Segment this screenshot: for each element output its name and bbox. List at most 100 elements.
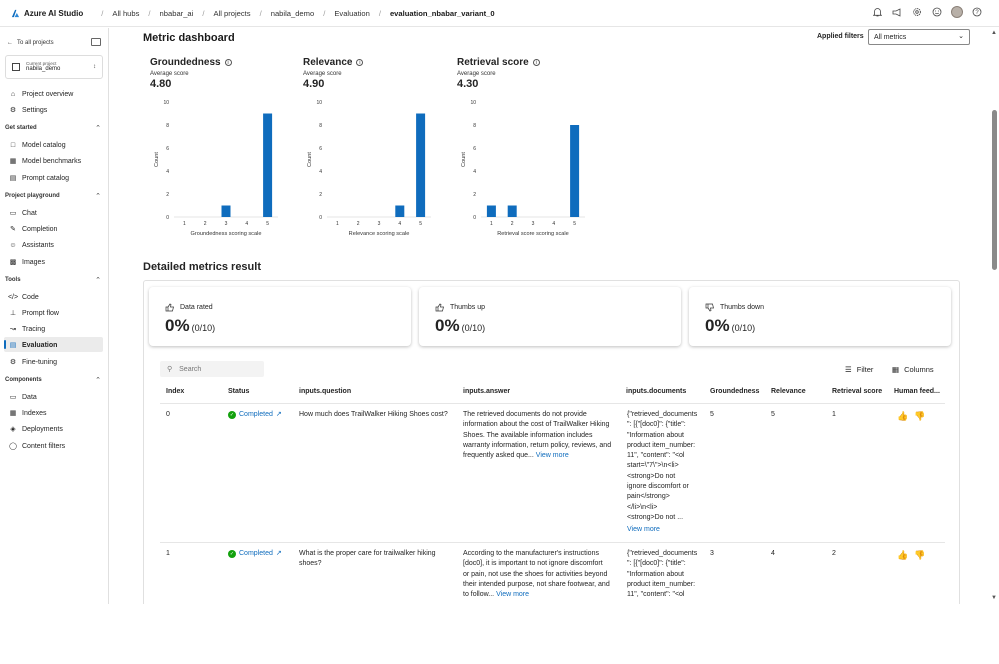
- row-1-status[interactable]: ✓ Completed ↗: [228, 549, 282, 559]
- breadcrumb-current: evaluation_nbabar_variant_0: [389, 8, 495, 18]
- kpi-fraction: (0/10): [191, 323, 216, 333]
- scroll-up-icon[interactable]: ▲: [991, 30, 997, 36]
- breadcrumb-evaluation[interactable]: Evaluation: [334, 8, 370, 18]
- bell-icon[interactable]: [871, 6, 883, 18]
- thumbs-down-icon: [705, 303, 714, 312]
- bar: [221, 205, 231, 217]
- column-header-documents[interactable]: inputs.documents: [626, 388, 687, 395]
- kpi-fraction: (0/10): [461, 323, 486, 333]
- scrollbar-thumb[interactable]: [992, 110, 997, 270]
- sidebar-item-code[interactable]: </> Code: [8, 291, 39, 303]
- kpi-value: 0% (0/10): [165, 316, 215, 336]
- view-more-link[interactable]: View more: [496, 591, 530, 599]
- column-header-groundedness[interactable]: Groundedness: [710, 388, 760, 395]
- average-score-value: 4.90: [303, 78, 325, 90]
- thumbs-down-icon[interactable]: 👎: [914, 550, 926, 560]
- view-more-link[interactable]: View more: [627, 526, 660, 534]
- scroll-down-icon[interactable]: ▼: [991, 595, 997, 601]
- sidebar-item-tracing[interactable]: ↝ Tracing: [9, 323, 45, 335]
- thumbs-up-icon[interactable]: 👍: [897, 411, 909, 421]
- sidebar-item-deployments[interactable]: ◈ Deployments: [9, 423, 63, 435]
- document-line: {"retrieved_documents: [627, 411, 698, 418]
- sidebar-item-fine-tuning[interactable]: ⚙ Fine-tuning: [9, 356, 57, 368]
- sidebar-item-prompt-catalog[interactable]: ▤ Prompt catalog: [9, 172, 69, 184]
- kpi-percent: 0%: [165, 316, 190, 335]
- sidebar-item-data[interactable]: ▭ Data: [9, 391, 37, 403]
- help-icon[interactable]: ?: [971, 6, 983, 18]
- column-header-relevance[interactable]: Relevance: [771, 388, 806, 395]
- view-more-link[interactable]: View more: [535, 452, 569, 460]
- row-1-feedback: 👍 👎: [897, 550, 925, 560]
- avatar[interactable]: [951, 6, 963, 18]
- info-icon[interactable]: i: [356, 59, 364, 66]
- y-tick-label: 8: [473, 123, 476, 129]
- breadcrumb-all-projects[interactable]: All projects: [213, 8, 251, 18]
- column-header-status[interactable]: Status: [228, 388, 250, 395]
- row-0-documents: {"retrieved_documents ": [{"[doc0]": {"t…: [627, 410, 707, 536]
- section-components[interactable]: Components ⌃: [5, 377, 103, 384]
- announcement-icon[interactable]: [891, 6, 903, 18]
- section-get-started[interactable]: Get started ⌃: [5, 125, 103, 132]
- sidebar-item-prompt-flow[interactable]: ⊥ Prompt flow: [9, 307, 59, 319]
- metric-title: Retrieval score: [457, 57, 529, 68]
- deployment-icon: ◈: [10, 426, 16, 433]
- column-header-human-feedback[interactable]: Human feed...: [894, 388, 940, 395]
- row-0-feedback: 👍 👎: [897, 411, 925, 421]
- brand-name: Azure AI Studio: [24, 8, 84, 18]
- y-tick-label: 4: [166, 169, 169, 175]
- document-line: 11", "content": "<ol: [627, 591, 685, 599]
- metrics-filter-dropdown[interactable]: All metrics ⌄: [868, 29, 970, 45]
- x-tick-label: 5: [419, 221, 422, 227]
- info-icon[interactable]: i: [224, 59, 232, 66]
- column-header-retrieval-score[interactable]: Retrieval score: [832, 388, 883, 395]
- column-header-question[interactable]: inputs.question: [299, 388, 352, 395]
- sidebar-item-images[interactable]: ▩ Images: [9, 256, 45, 268]
- sidebar-item-completion[interactable]: ✎ Completion: [9, 223, 57, 235]
- gear-icon[interactable]: [911, 6, 923, 18]
- column-header-index[interactable]: Index: [166, 388, 185, 395]
- back-to-all-projects[interactable]: ← To all projects: [7, 40, 54, 46]
- breadcrumb-all-hubs[interactable]: All hubs: [112, 8, 140, 18]
- sidebar-item-model-benchmarks[interactable]: ▦ Model benchmarks: [9, 155, 81, 167]
- sidebar-item-assistants[interactable]: ☺ Assistants: [9, 239, 53, 251]
- sidebar-item-indexes[interactable]: ▦ Indexes: [9, 407, 47, 419]
- filter-button[interactable]: ☰ Filter: [845, 365, 873, 374]
- smiley-icon[interactable]: [931, 6, 943, 18]
- applied-filters-label: Applied filters: [817, 33, 864, 40]
- project-switcher[interactable]: Current project nabila_demo ↕: [5, 55, 103, 79]
- answer-line: Shoes. The available information include…: [463, 431, 593, 439]
- thumbs-down-icon[interactable]: 👎: [914, 411, 926, 421]
- row-1-question: What is the proper care for trailwalker …: [299, 549, 459, 570]
- y-tick-label: 4: [473, 169, 476, 175]
- breadcrumb-project[interactable]: nabila_demo: [270, 8, 315, 18]
- columns-button[interactable]: ▦ Columns: [892, 365, 934, 374]
- sidebar-item-evaluation[interactable]: ▤ Evaluation: [9, 339, 58, 351]
- page-scrollbar[interactable]: ▲ ▼: [990, 28, 999, 604]
- metric-title: Relevance: [303, 57, 353, 68]
- section-tools[interactable]: Tools ⌃: [5, 277, 103, 284]
- sidebar-item-label: Data: [22, 393, 37, 401]
- y-tick-label: 0: [319, 215, 322, 221]
- section-title: Components: [5, 377, 42, 383]
- brand[interactable]: Azure AI Studio: [11, 9, 83, 18]
- answer-line: frequently asked que...: [463, 452, 534, 460]
- sidebar-item-settings[interactable]: ⚙ Settings: [9, 104, 47, 116]
- breadcrumb: / All hubs / nbabar_ai / All projects / …: [101, 8, 495, 18]
- document-line: "Information about: [627, 431, 684, 439]
- thumbs-up-icon[interactable]: 👍: [897, 550, 909, 560]
- document-line: <strong>Do not ...: [627, 513, 684, 521]
- sidebar-item-chat[interactable]: ▭ Chat: [9, 207, 37, 219]
- breadcrumb-hub[interactable]: nbabar_ai: [159, 8, 194, 18]
- row-0-status[interactable]: ✓ Completed ↗: [228, 410, 282, 420]
- section-project-playground[interactable]: Project playground ⌃: [5, 193, 103, 200]
- sidebar-item-content-filters[interactable]: ◯ Content filters: [9, 440, 65, 452]
- y-tick-label: 6: [319, 146, 322, 152]
- sidebar-item-project-overview[interactable]: ⌂ Project overview: [9, 88, 73, 100]
- search-input[interactable]: ⚲ Search: [160, 361, 264, 377]
- y-tick-label: 6: [473, 146, 476, 152]
- collapse-sidebar-icon[interactable]: [91, 38, 101, 46]
- column-header-answer[interactable]: inputs.answer: [463, 388, 511, 395]
- sidebar-item-model-catalog[interactable]: □ Model catalog: [9, 139, 66, 151]
- info-icon[interactable]: i: [532, 59, 540, 66]
